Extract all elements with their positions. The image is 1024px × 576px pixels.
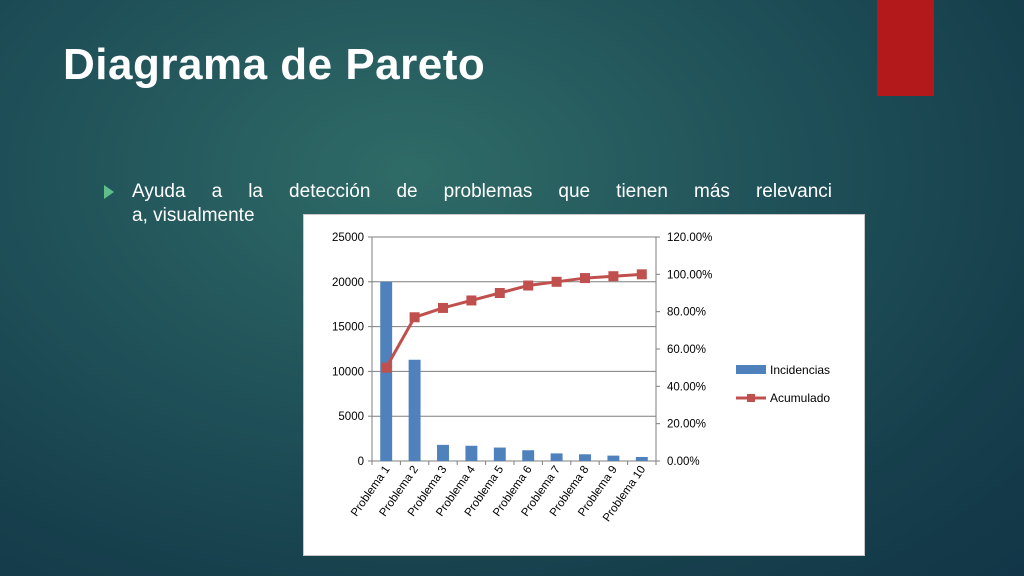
bar-8 [579, 454, 591, 461]
y-right-tick-label: 60.00% [667, 344, 706, 356]
bar-6 [522, 450, 535, 461]
triangle-bullet-icon [104, 185, 114, 199]
bar-2 [408, 359, 421, 461]
bar-10 [635, 456, 648, 461]
cumulative-point-8 [580, 273, 590, 284]
bullet-text-line1: Ayuda a la detección de problemas que ti… [132, 181, 832, 202]
chart-svg: 0 5000 10000 15000 20000 25000 0.00% 20.00% 40.0… [332, 232, 830, 524]
legend-label-incidencias: Incidencias [770, 363, 830, 377]
cumulative-line [384, 272, 642, 369]
y-right-tick-label: 0.00% [667, 456, 700, 468]
bullet-text-line2: a, visualmente [132, 205, 255, 226]
cumulative-point-7 [551, 276, 562, 287]
legend-label-acumulado: Acumulado [770, 391, 830, 405]
cumulative-point-1 [381, 362, 392, 373]
y-left-tick-label: 10000 [332, 366, 364, 378]
y-right-tick-label: 80.00% [667, 307, 706, 319]
y-right-tick-label: 100.00% [667, 269, 712, 281]
bar-5 [493, 447, 506, 461]
cumulative-point-3 [438, 302, 448, 313]
legend-marker-acumulado [747, 394, 755, 402]
accent-bar [877, 0, 934, 96]
y-left-tick-label: 25000 [332, 232, 364, 244]
cumulative-point-4 [466, 295, 477, 306]
y-left-tick-label: 5000 [338, 411, 364, 423]
y-left-tick-label: 15000 [332, 322, 364, 334]
y-right-tick-label: 120.00% [667, 232, 712, 244]
pareto-chart: 0 5000 10000 15000 20000 25000 0.00% 20.00% 40.0… [303, 214, 865, 556]
y-right-tick-label: 20.00% [667, 419, 706, 431]
bar-9 [607, 455, 620, 461]
y-left-tick-label: 0 [358, 456, 364, 468]
bar-4 [465, 445, 478, 461]
cumulative-point-5 [494, 288, 505, 298]
y-right-tick-label: 40.00% [667, 381, 706, 393]
cumulative-point-9 [608, 271, 619, 282]
cumulative-point-2 [409, 312, 420, 323]
legend-swatch-incidencias [736, 365, 766, 374]
bar-7 [550, 453, 563, 461]
slide-title: Diagrama de Pareto [63, 40, 486, 89]
y-left-tick-label: 20000 [332, 277, 364, 289]
bullet-item: Ayuda a la detección de problemas que ti… [104, 180, 832, 228]
cumulative-point-6 [523, 280, 534, 291]
cumulative-point-10 [636, 269, 647, 280]
bar-3 [437, 444, 449, 461]
